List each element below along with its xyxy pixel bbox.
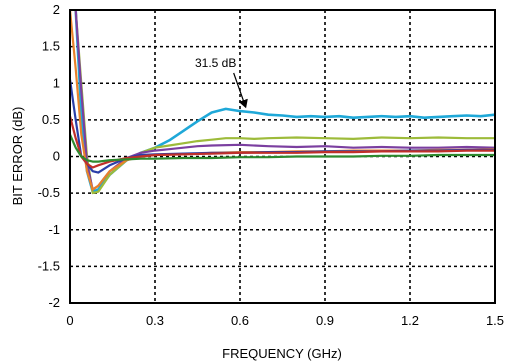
x-axis-title: FREQUENCY (GHz) — [222, 346, 342, 361]
y-tick-label: -1.5 — [38, 258, 60, 273]
x-tick-label: 1.5 — [486, 313, 504, 328]
y-tick-label: -1 — [48, 222, 60, 237]
series-line — [74, 10, 495, 193]
annotation-layer: 31.5 dB — [195, 56, 248, 109]
y-tick-labels: -2 -1.5 -1 -0.5 0 0.5 1 1.5 2 — [38, 2, 60, 310]
x-tick-label: 0.9 — [316, 313, 334, 328]
x-tick-label: 0.3 — [146, 313, 164, 328]
y-tick-label: 0.5 — [42, 112, 60, 127]
x-tick-label: 0 — [66, 313, 73, 328]
y-axis-title: BIT ERROR (dB) — [10, 107, 25, 206]
x-tick-labels: 0 0.3 0.6 0.9 1.2 1.5 — [66, 313, 504, 328]
annotation-label: 31.5 dB — [195, 56, 236, 70]
x-tick-label: 1.2 — [401, 313, 419, 328]
series-layer — [70, 10, 495, 195]
series-line — [74, 10, 495, 191]
y-tick-label: 2 — [53, 2, 60, 17]
series-line — [70, 133, 495, 163]
y-tick-label: 1.5 — [42, 39, 60, 54]
series-line — [70, 115, 495, 169]
y-tick-label: 0 — [53, 149, 60, 164]
y-tick-label: 1 — [53, 75, 60, 90]
annotation-arrow — [233, 72, 248, 109]
plot-frame — [69, 9, 496, 304]
x-tick-label: 0.6 — [231, 313, 249, 328]
series-line — [70, 10, 495, 191]
y-tick-label: -2 — [48, 295, 60, 310]
y-tick-label: -0.5 — [38, 185, 60, 200]
series-line — [74, 10, 495, 195]
